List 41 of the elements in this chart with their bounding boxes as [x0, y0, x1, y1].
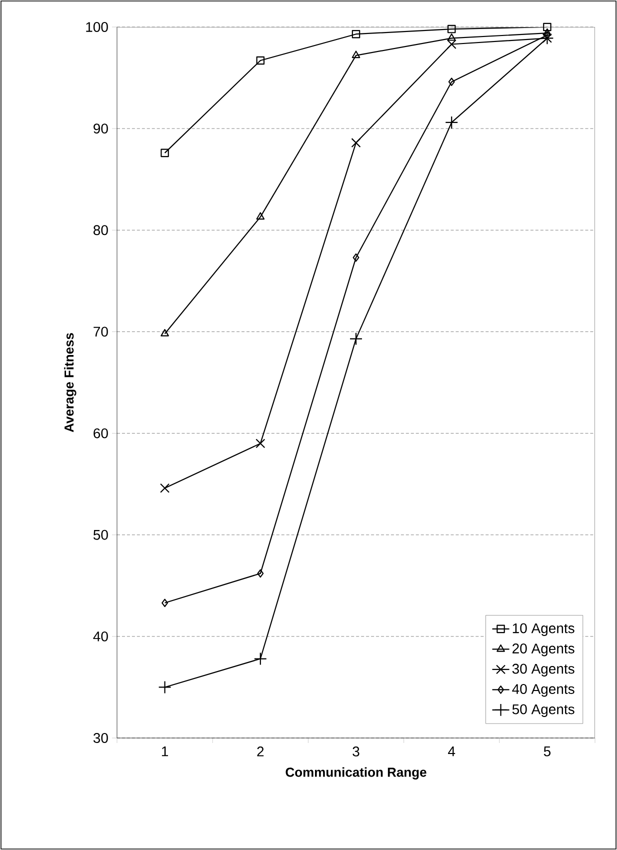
- point: [256, 438, 266, 448]
- y-tick-label: 100: [86, 22, 108, 32]
- point: [448, 78, 455, 86]
- y-axis-title: Average Fitness: [64, 333, 76, 432]
- point: [352, 50, 360, 58]
- point: [158, 680, 172, 694]
- x-tick-label: 3: [352, 746, 360, 756]
- y-tick-label: 50: [93, 530, 108, 540]
- point: [447, 24, 456, 34]
- legend-label: 10 Agents: [512, 623, 574, 636]
- point: [256, 56, 265, 65]
- y-tick-label: 30: [93, 733, 108, 743]
- point: [160, 329, 169, 336]
- x-tick-label: 4: [448, 746, 456, 756]
- legend-label: 50 Agents: [512, 704, 574, 717]
- point: [543, 22, 552, 32]
- x-tick-label: 1: [162, 746, 168, 756]
- point: [352, 30, 360, 38]
- point: [445, 116, 458, 130]
- legend-label: 30 Agents: [512, 664, 574, 676]
- y-tick-label: 80: [94, 225, 108, 236]
- point: [352, 253, 360, 262]
- point: [254, 652, 267, 666]
- point: [257, 569, 264, 578]
- point: [351, 138, 361, 148]
- point: [160, 483, 170, 493]
- point: [160, 148, 169, 158]
- point: [162, 598, 168, 608]
- point: [349, 332, 363, 346]
- x-axis-title: Communication Range: [286, 767, 426, 780]
- point: [446, 39, 456, 50]
- y-tick-label: 40: [93, 631, 108, 642]
- point: [447, 33, 456, 41]
- y-tick-label: 90: [94, 124, 108, 134]
- legend-label: 40 Agents: [512, 684, 574, 697]
- x-tick-label: 2: [257, 746, 264, 756]
- y-tick-label: 70: [94, 326, 108, 337]
- x-tick-label: 5: [544, 746, 551, 756]
- y-tick-label: 60: [94, 428, 108, 438]
- point: [256, 212, 265, 220]
- legend-label: 20 Agents: [512, 644, 574, 656]
